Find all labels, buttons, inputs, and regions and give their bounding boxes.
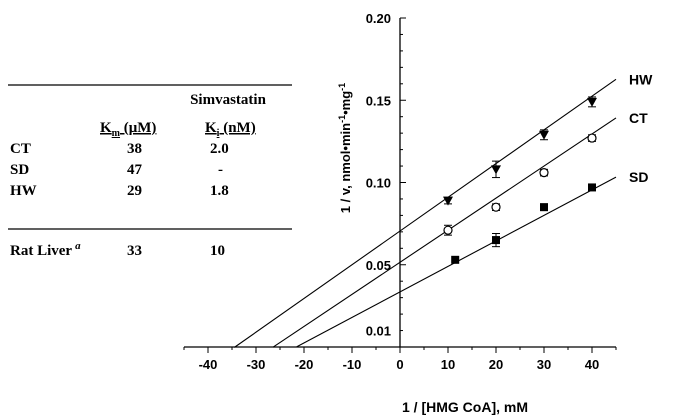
point-ct — [443, 225, 453, 235]
axes: -40 -30 -20 -10 0 10 20 30 400.010.050.100.150.2… — [183, 11, 617, 372]
point-hw — [443, 196, 453, 206]
table-row-rat-liver-km: 33 — [127, 243, 142, 259]
table-header-simvastatin: Simvastatin — [190, 92, 267, 108]
series-label-ct: CT — [629, 110, 648, 126]
point-sd — [492, 236, 500, 245]
point-hw — [539, 130, 549, 140]
table-row-rat-liver-label: Rat Liver a — [10, 240, 81, 259]
series-label-hw: HW — [629, 71, 653, 87]
table-row-hw-label: HW — [10, 183, 37, 199]
point-sd — [451, 255, 460, 264]
table-row-rat-liver-ki: 10 — [210, 243, 225, 259]
point-sd — [588, 183, 596, 192]
point-sd — [540, 203, 548, 212]
table-row-ct-km: 38 — [127, 141, 142, 157]
x-tick-label: -40 — [199, 357, 218, 372]
y-tick-label: 0.20 — [366, 11, 391, 26]
table-body: CT 38 2.0 SD 47 - HW 29 1.8 — [10, 141, 229, 199]
table-header-ki: Ki (nM) — [205, 120, 256, 139]
y-axis-label: 1 / v, nmol•min-1•mg-1 — [337, 83, 353, 213]
y-tick-label: 0.15 — [366, 93, 391, 108]
point-ct — [491, 202, 501, 212]
table-row-sd-label: SD — [10, 162, 29, 178]
lineweaver-burk-plot: -40 -30 -20 -10 0 10 20 30 400.010.050.100.150.2… — [183, 11, 653, 415]
x-tick-label: -20 — [295, 357, 314, 372]
point-hw — [587, 97, 597, 107]
y-tick-label: 0.01 — [366, 324, 391, 339]
x-tick-label: 30 — [537, 357, 551, 372]
y-tick-label: 0.05 — [366, 258, 391, 273]
x-tick-label: 40 — [585, 357, 599, 372]
table-row-sd-ki: - — [218, 162, 223, 178]
series-labels: HW CT SD — [629, 71, 653, 185]
table-row-sd-km: 47 — [127, 162, 143, 178]
fit-line-hw — [234, 78, 617, 348]
x-tick-label: 10 — [441, 357, 455, 372]
regression-lines — [234, 78, 617, 348]
x-axis-label: 1 / [HMG CoA], mM — [402, 399, 528, 415]
table-row-ct-label: CT — [10, 141, 31, 157]
point-ct — [539, 168, 549, 178]
series-label-sd: SD — [629, 169, 648, 185]
table-header-km: Km (μM) — [100, 120, 156, 139]
point-ct — [587, 133, 597, 143]
table-row-ct-ki: 2.0 — [210, 141, 229, 157]
x-tick-label: 20 — [489, 357, 503, 372]
y-tick-label: 0.10 — [366, 176, 391, 191]
kinetics-table: Simvastatin Km (μM) Ki (nM) CT 38 2.0 SD 47 -… — [8, 84, 292, 259]
data-markers — [443, 96, 597, 264]
x-tick-label: -10 — [343, 357, 362, 372]
x-tick-label: 0 — [396, 357, 403, 372]
x-tick-label: -30 — [247, 357, 266, 372]
table-row-hw-km: 29 — [127, 183, 142, 199]
point-hw — [491, 165, 501, 175]
table-row-hw-ki: 1.8 — [210, 183, 229, 199]
